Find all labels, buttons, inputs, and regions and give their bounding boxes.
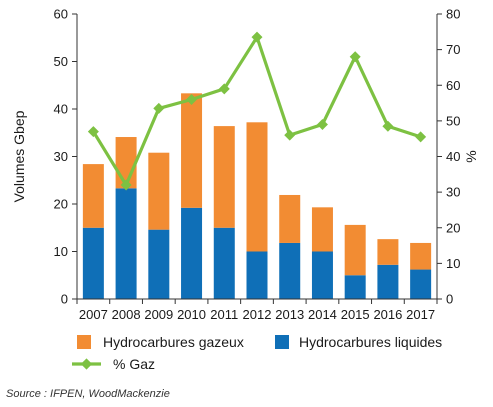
bar-gazeux-2009	[148, 152, 170, 230]
point-gaz-2012	[251, 31, 263, 43]
bar-liquides-2012	[246, 251, 268, 299]
bar-liquides-2010	[181, 207, 203, 299]
bar-gazeux-2017	[410, 242, 432, 270]
y-tick-label-60: 60	[54, 7, 68, 22]
bar-gazeux-2013	[279, 194, 301, 243]
y2-tick-label-30: 30	[446, 185, 460, 200]
point-gaz-2009	[153, 102, 165, 114]
point-gaz-2017	[415, 131, 427, 143]
y2-tick-label-60: 60	[446, 78, 460, 93]
legend-swatch-gazeux	[77, 335, 91, 349]
bar-liquides-2017	[410, 269, 432, 299]
legend-swatch-liquides	[275, 335, 289, 349]
x-tick-label-2013: 2013	[275, 307, 304, 322]
x-tick-label-2014: 2014	[308, 307, 337, 322]
y-tick-label-10: 10	[54, 244, 68, 259]
y2-tick-label-40: 40	[446, 149, 460, 164]
x-tick-label-2010: 2010	[177, 307, 206, 322]
bar-gazeux-2015	[344, 224, 366, 276]
bar-gazeux-2012	[246, 122, 268, 252]
x-tick-label-2012: 2012	[243, 307, 272, 322]
bar-liquides-2007	[82, 227, 104, 299]
point-gaz-2016	[382, 120, 394, 132]
bar-liquides-2016	[377, 264, 399, 299]
y2-tick-label-10: 10	[446, 256, 460, 271]
bar-liquides-2014	[311, 251, 333, 299]
y-tick-label-50: 50	[54, 54, 68, 69]
point-gaz-2015	[349, 51, 361, 63]
y2-tick-label-0: 0	[446, 292, 453, 307]
x-tick-label-2009: 2009	[144, 307, 173, 322]
line-group	[87, 31, 427, 191]
y-tick-label-40: 40	[54, 102, 68, 117]
bar-gazeux-2011	[213, 126, 235, 228]
legend-label-liquides: Hydrocarbures liquides	[299, 334, 442, 350]
y-tick-label-30: 30	[54, 149, 68, 164]
legend-marker-gaz	[80, 358, 93, 370]
bar-gazeux-2010	[181, 93, 203, 208]
y2-tick-label-80: 80	[446, 7, 460, 22]
y2-tick-label-20: 20	[446, 220, 460, 235]
point-gaz-2013	[284, 129, 296, 141]
bar-gazeux-2014	[311, 207, 333, 252]
bar-gazeux-2016	[377, 239, 399, 265]
x-tick-label-2017: 2017	[406, 307, 435, 322]
point-gaz-2008	[120, 179, 132, 191]
point-gaz-2014	[316, 118, 328, 130]
bars-group	[82, 93, 432, 299]
point-gaz-2011	[218, 83, 230, 95]
x-tick-label-2007: 2007	[79, 307, 108, 322]
legend: Hydrocarbures gazeux Hydrocarbures liqui…	[72, 334, 442, 372]
axes-group	[72, 13, 442, 304]
bar-liquides-2015	[344, 275, 366, 299]
bar-liquides-2009	[148, 229, 170, 299]
x-tick-label-2008: 2008	[112, 307, 141, 322]
source-note: Source : IFPEN, WoodMackenzie	[6, 388, 170, 400]
legend-label-gaz: % Gaz	[113, 356, 155, 372]
y2-tick-label-70: 70	[446, 42, 460, 57]
bar-liquides-2013	[279, 242, 301, 299]
bar-liquides-2011	[213, 227, 235, 299]
point-gaz-2010	[186, 94, 198, 105]
legend-label-gazeux: Hydrocarbures gazeux	[103, 334, 244, 350]
y2-axis-title: %	[463, 150, 479, 162]
point-gaz-2007	[87, 126, 99, 138]
bar-gazeux-2007	[82, 164, 104, 228]
y-axis-title: Volumes Gbep	[11, 110, 27, 202]
bar-liquides-2008	[115, 188, 137, 299]
x-tick-label-2015: 2015	[341, 307, 370, 322]
x-tick-label-2011: 2011	[210, 307, 238, 322]
y-tick-label-0: 0	[61, 292, 68, 307]
y-tick-label-20: 20	[54, 197, 68, 212]
x-tick-label-2016: 2016	[373, 307, 402, 322]
y2-tick-label-50: 50	[446, 113, 460, 128]
